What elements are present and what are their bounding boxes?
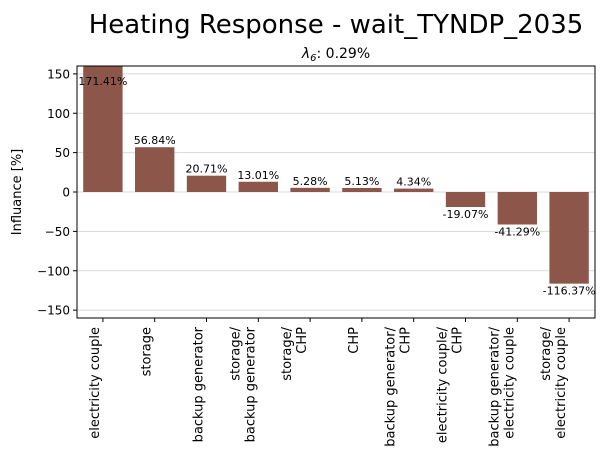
subtitle-subscript: 6 [310, 53, 316, 64]
x-tick-label: backup generator/ [487, 326, 502, 446]
x-tick-label: backup generator [243, 326, 258, 442]
x-tick-label: backup generator/ [384, 326, 399, 446]
x-tick-label: CHP [451, 327, 466, 354]
y-axis: −150 −100 −50 0 50 100 150 [37, 67, 77, 318]
bar [394, 188, 434, 192]
bar-value-label: 56.84% [134, 134, 176, 147]
x-tick-label: storage [140, 327, 155, 376]
y-tick-label: 50 [55, 146, 70, 160]
bar [342, 187, 382, 192]
bar-value-label: 13.01% [237, 169, 279, 182]
y-tick-label: 100 [47, 107, 70, 121]
bar-value-label: -116.37% [543, 285, 596, 298]
bars [83, 66, 589, 284]
bar [290, 187, 330, 192]
x-tick-label: backup generator [192, 326, 207, 442]
bar [83, 66, 123, 192]
bar [497, 192, 537, 225]
y-tick-label: 0 [62, 186, 70, 200]
bar [549, 192, 589, 284]
x-tick-label: storage/ [539, 326, 554, 380]
bar [186, 175, 227, 192]
bar-value-label: -19.07% [443, 208, 489, 221]
plot-frame [76, 65, 596, 319]
y-tick-label: 150 [47, 67, 70, 81]
x-tick-label: storage/ [280, 326, 295, 380]
y-axis-label: Influance [%] [10, 149, 25, 235]
x-tick-label: electricity couple/ [436, 326, 451, 443]
y-tick-label: −50 [45, 225, 70, 239]
x-tick-label: CHP [399, 327, 414, 354]
x-tick-label: electricity couple [554, 327, 569, 439]
x-tick-label: CHP [347, 327, 362, 354]
bar-value-label: -41.29% [494, 226, 540, 239]
bar-value-label: 5.13% [344, 175, 379, 188]
bar-value-label: 5.28% [293, 175, 328, 188]
x-tick-label: electricity couple [502, 327, 517, 439]
subtitle-symbol: λ [301, 46, 310, 62]
bar-value-label: 20.71% [186, 163, 228, 176]
chart-title: Heating Response - wait_TYNDP_2035 [89, 10, 584, 40]
x-tick-label: storage/ [228, 326, 243, 380]
bar-value-label: 171.41% [78, 75, 127, 88]
x-tick-label: electricity couple [88, 327, 103, 439]
x-tick-label: CHP [295, 327, 310, 354]
chart-subtitle: λ6: 0.29% [301, 46, 370, 64]
x-axis: electricity couple storage backup generato… [88, 318, 570, 447]
y-tick-label: −100 [37, 264, 70, 278]
value-labels: 171.41% 56.84% 20.71% 13.01% 5.28% 5.13% 4.34%… [78, 75, 595, 298]
subtitle-value: : 0.29% [317, 46, 371, 62]
bar [238, 181, 278, 192]
bar-value-label: 4.34% [396, 176, 431, 189]
y-tick-label: −150 [37, 304, 70, 318]
bar [135, 147, 175, 192]
bar [445, 192, 486, 208]
